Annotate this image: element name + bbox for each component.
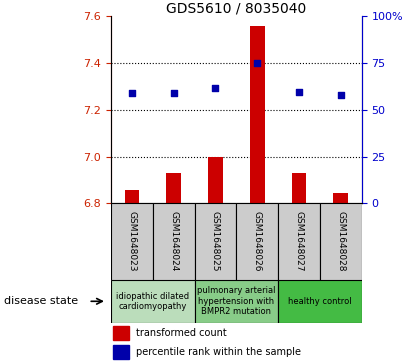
Text: GSM1648023: GSM1648023	[127, 211, 136, 272]
Text: pulmonary arterial
hypertension with
BMPR2 mutation: pulmonary arterial hypertension with BMP…	[197, 286, 275, 316]
Text: healthy control: healthy control	[288, 297, 352, 306]
Bar	[333, 193, 348, 203]
Point	[129, 90, 135, 96]
Bar	[278, 280, 362, 323]
Title: GDS5610 / 8035040: GDS5610 / 8035040	[166, 1, 307, 15]
Bar	[153, 203, 194, 280]
Bar	[166, 173, 181, 203]
Bar	[292, 173, 306, 203]
Bar	[111, 203, 153, 280]
Text: GSM1648026: GSM1648026	[253, 211, 262, 272]
Text: disease state: disease state	[4, 296, 78, 306]
Text: GSM1648028: GSM1648028	[336, 211, 345, 272]
Text: idiopathic dilated
cardiomyopathy: idiopathic dilated cardiomyopathy	[116, 291, 189, 311]
Bar	[113, 345, 129, 359]
Bar	[111, 280, 194, 323]
Bar	[113, 326, 129, 340]
Bar	[236, 203, 278, 280]
Bar	[320, 203, 362, 280]
Text: GSM1648027: GSM1648027	[295, 211, 303, 272]
Point	[254, 60, 261, 66]
Bar	[194, 280, 278, 323]
Text: transformed count: transformed count	[136, 328, 227, 338]
Bar	[194, 203, 236, 280]
Bar	[250, 26, 265, 203]
Point	[212, 85, 219, 90]
Bar	[125, 191, 139, 203]
Text: percentile rank within the sample: percentile rank within the sample	[136, 347, 301, 357]
Text: GSM1648025: GSM1648025	[211, 211, 220, 272]
Point	[171, 90, 177, 96]
Bar	[208, 156, 223, 203]
Point	[337, 92, 344, 98]
Text: GSM1648024: GSM1648024	[169, 211, 178, 272]
Bar	[278, 203, 320, 280]
Point	[296, 89, 302, 95]
